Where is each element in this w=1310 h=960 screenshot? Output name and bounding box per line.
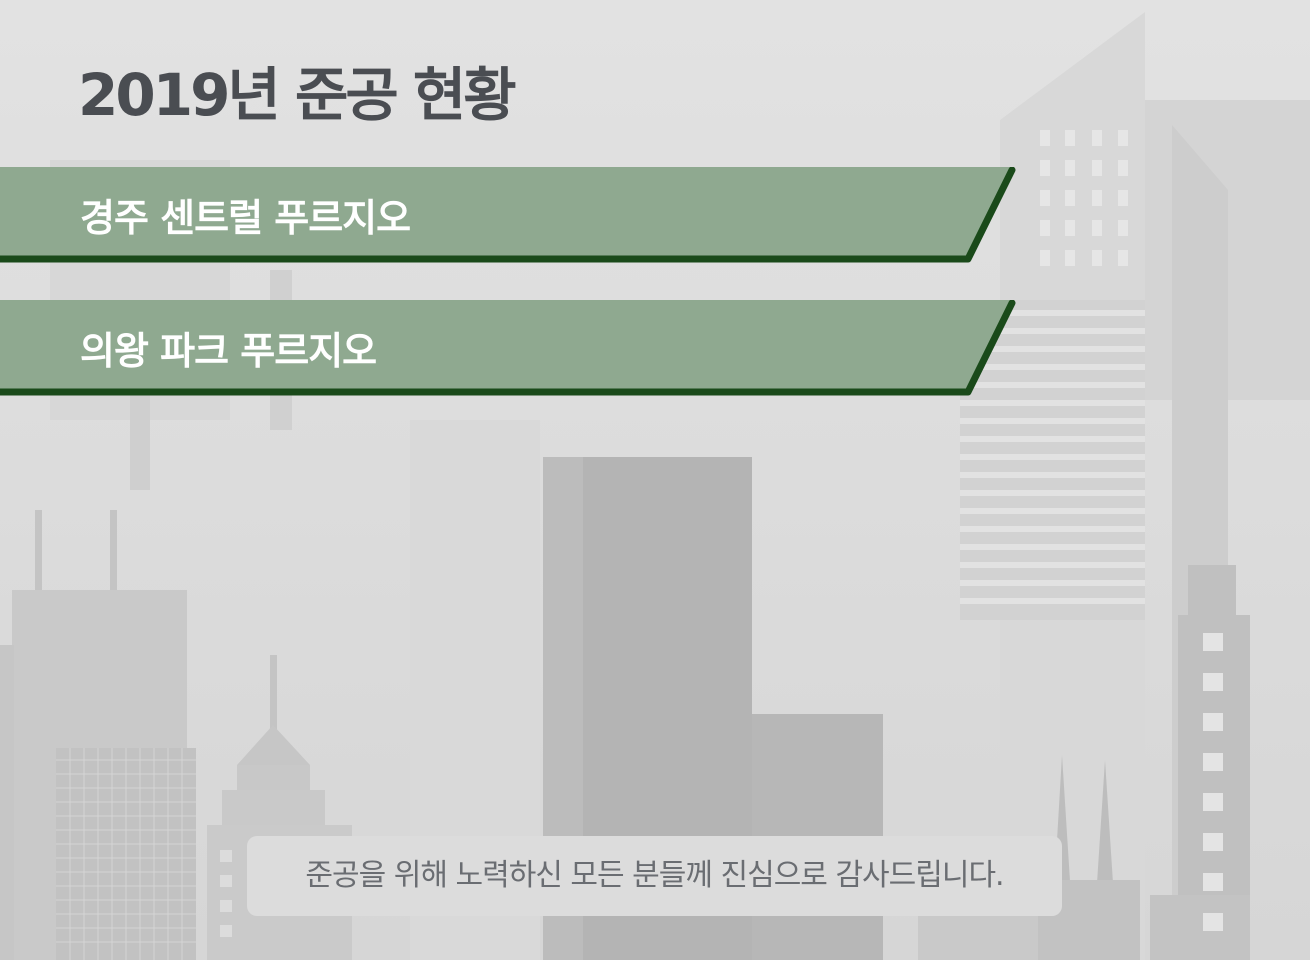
project-banner-1: 경주 센트럴 푸르지오 xyxy=(0,167,1040,267)
banner-shape xyxy=(0,300,1016,396)
thanks-caption-box: 준공을 위해 노력하신 모든 분들께 진심으로 감사드립니다. xyxy=(247,836,1062,916)
page-title: 2019년 준공 현황 xyxy=(78,61,517,129)
project-name: 경주 센트럴 푸르지오 xyxy=(80,196,411,240)
banner-shape xyxy=(0,167,1016,263)
project-banner-2: 의왕 파크 푸르지오 xyxy=(0,300,1040,400)
project-name: 의왕 파크 푸르지오 xyxy=(80,329,377,373)
thanks-caption: 준공을 위해 노력하신 모든 분들께 진심으로 감사드립니다. xyxy=(305,858,1004,893)
